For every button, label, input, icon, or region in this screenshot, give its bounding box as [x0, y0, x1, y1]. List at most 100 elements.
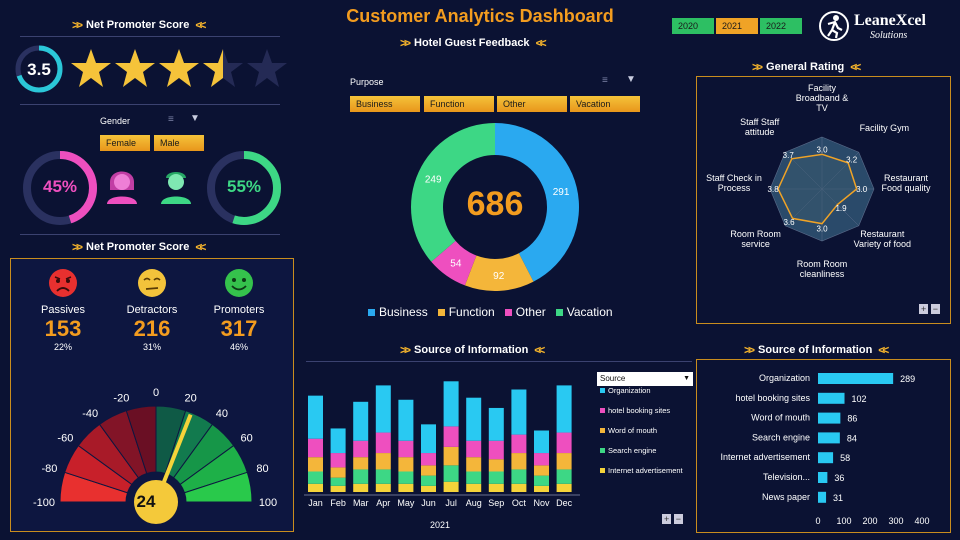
- radar-axis-label: Restaurant Variety of food: [853, 229, 911, 250]
- passives-percent: 22%: [53, 342, 72, 352]
- detractors-percent: 31%: [142, 342, 161, 352]
- stack-bar-segment: [466, 457, 482, 472]
- year-button-2020[interactable]: 2020: [672, 18, 714, 34]
- hbar: [818, 412, 841, 424]
- star-icon: [115, 49, 155, 87]
- stack-bar-segment: [488, 407, 504, 441]
- divider: [20, 36, 280, 37]
- year-button-2021[interactable]: 2021: [716, 18, 758, 34]
- legend-organization: Organization: [600, 386, 683, 406]
- gauge-tick-label: -20: [113, 392, 129, 404]
- logo-subtext: Solutions: [870, 30, 908, 41]
- multi-select-icon[interactable]: ≡: [168, 114, 174, 125]
- hbar-axis-tick: 0: [815, 516, 820, 526]
- gauge-hub: [134, 480, 178, 524]
- zoom-in-button[interactable]: +: [919, 304, 929, 314]
- gauge-tick-label: -100: [33, 497, 55, 509]
- donut-slice-other: [431, 240, 477, 286]
- hbar-value-label: 31: [833, 493, 843, 503]
- stack-bar-segment: [443, 465, 459, 482]
- purpose-button-business[interactable]: Business: [350, 96, 420, 112]
- stack-bar-segment: [330, 453, 346, 468]
- passives-value: 153: [44, 316, 82, 341]
- radar-axis-label: Room Room service: [730, 229, 781, 250]
- stack-bar-segment: [353, 469, 369, 484]
- stack-bar-segment: [511, 434, 527, 454]
- stack-bar-segment: [308, 395, 323, 439]
- stack-bar-segment: [534, 465, 549, 476]
- purpose-button-function[interactable]: Function: [424, 96, 494, 112]
- hbar: [818, 432, 840, 444]
- male-percent: 55%: [226, 177, 262, 196]
- zoom-out-button[interactable]: −: [673, 514, 684, 524]
- legend-vacation: Vacation: [555, 305, 613, 319]
- filter-icon[interactable]: ▼: [190, 113, 200, 124]
- neutral-face-icon: [138, 269, 166, 297]
- page-title: Customer Analytics Dashboard: [346, 6, 614, 26]
- stack-bar-segment: [534, 453, 549, 466]
- stack-bar-segment: [353, 457, 369, 470]
- radar-axis-label: Staff Staff attitude: [740, 116, 780, 137]
- stack-bar-segment: [556, 453, 572, 470]
- stack-bar-segment: [511, 469, 527, 484]
- female-percent: 45%: [42, 177, 78, 196]
- star-icon: [71, 49, 111, 87]
- zoom-in-button[interactable]: +: [662, 514, 672, 524]
- female-icon: [107, 171, 137, 204]
- source-monthly-chart: Jan Feb Mar Apr May Jun Jul Aug Sep Oct Nov Dec 2021: [304, 381, 580, 530]
- stack-bar-segment: [375, 469, 391, 484]
- source-slicer-dropdown[interactable]: Source ▼: [597, 372, 693, 386]
- month-tick-label: Oct: [512, 498, 527, 508]
- radar-axis-label: Facility Broadband & TV: [795, 83, 849, 113]
- filter-icon[interactable]: ▼: [626, 74, 636, 85]
- year-button-2022[interactable]: 2022: [760, 18, 802, 34]
- purpose-button-vacation[interactable]: Vacation: [570, 96, 640, 112]
- hbar-axis-tick: 100: [836, 516, 851, 526]
- hbar-value-label: 289: [900, 374, 915, 384]
- month-tick-label: Feb: [330, 498, 346, 508]
- stack-bar-segment: [466, 483, 482, 492]
- male-icon: [161, 172, 191, 204]
- radar-value-label: 3.0: [816, 225, 828, 234]
- month-tick-label: Jun: [421, 498, 436, 508]
- stack-bar-segment: [308, 457, 323, 472]
- gauge-tick-label: -60: [57, 432, 73, 444]
- chart-zoom-controls[interactable]: + −: [919, 304, 941, 314]
- gauge-tick-label: 0: [153, 387, 159, 399]
- hbar-axis-tick: 200: [862, 516, 877, 526]
- source-monthly-header: >> Source of Information <<: [400, 343, 545, 357]
- hbar-axis-tick: 400: [914, 516, 929, 526]
- radar-value-label: 3.2: [846, 155, 858, 164]
- purpose-button-other[interactable]: Other: [497, 96, 567, 112]
- month-tick-label: Dec: [556, 498, 573, 508]
- radar-axis-label: Staff Check in Process: [706, 173, 762, 193]
- gender-button-male[interactable]: Male: [154, 135, 204, 151]
- stack-bar-segment: [443, 381, 459, 427]
- divider: [20, 104, 280, 105]
- general-rating-panel: [696, 76, 951, 324]
- stack-bar-segment: [353, 401, 369, 441]
- source-bar-panel: [696, 359, 951, 533]
- stack-bar-segment: [556, 469, 572, 484]
- chart-zoom-controls[interactable]: + −: [662, 514, 684, 524]
- donut-label-other: 54: [450, 259, 462, 270]
- hbar-value-label: 102: [852, 394, 867, 404]
- donut-slice-vacation: [411, 123, 495, 262]
- radar-value-label: 3.7: [783, 151, 795, 160]
- hbar-category-label: hotel booking sites: [735, 393, 810, 403]
- gender-button-female[interactable]: Female: [100, 135, 150, 151]
- zoom-out-button[interactable]: −: [930, 304, 941, 314]
- general-rating-header: >> General Rating <<: [752, 60, 861, 74]
- stack-bar-segment: [466, 397, 482, 441]
- stack-bar-segment: [398, 471, 414, 484]
- promoters-label: Promoters: [213, 304, 265, 316]
- stack-bar-segment: [421, 424, 436, 454]
- stack-bar-segment: [443, 481, 459, 492]
- multi-select-icon[interactable]: ≡: [602, 75, 608, 86]
- donut-label-function: 92: [493, 271, 505, 282]
- radar-axis-label: Facility Gym: [859, 122, 910, 133]
- gauge-segment: [183, 471, 253, 503]
- radar-axis-label: Room Room cleanliness: [796, 259, 848, 279]
- purpose-total: 686: [466, 185, 524, 223]
- hbar-value-label: 36: [834, 473, 844, 483]
